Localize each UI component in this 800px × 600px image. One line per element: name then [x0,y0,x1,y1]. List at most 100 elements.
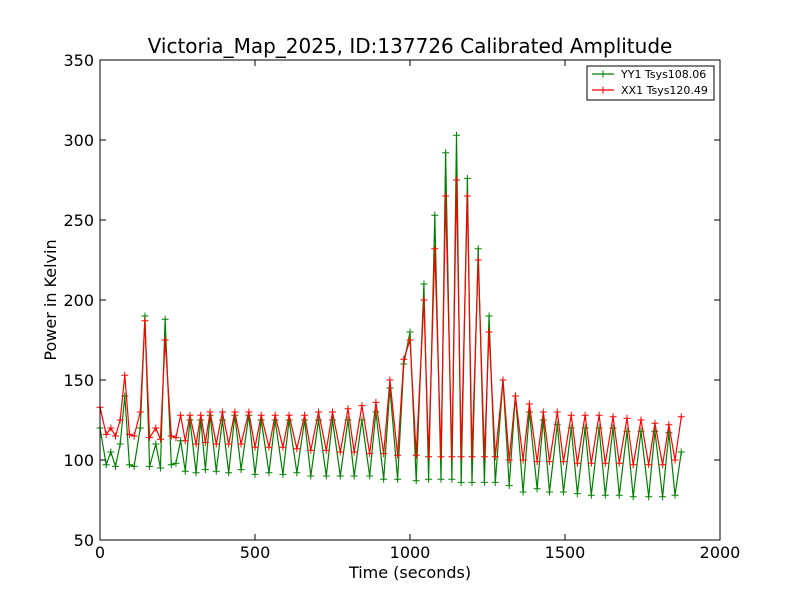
x-axis: 0 500 1000 1500 2000 [95,60,740,562]
data-point [485,312,493,320]
data-point [116,416,124,424]
data-point [442,192,450,200]
data-point [181,437,189,445]
data-point [350,448,358,456]
data-point [420,280,428,288]
data-point [212,440,220,448]
data-point [651,419,659,427]
data-point [177,411,185,419]
data-point [659,493,667,501]
data-point [172,434,180,442]
data-point [380,475,388,483]
data-point [350,472,358,480]
data-point [406,328,414,336]
data-point [315,408,323,416]
data-point [505,456,513,464]
data-point [431,211,439,219]
data-point [573,490,581,498]
data-point [161,336,169,344]
data-point [107,448,115,456]
data-point [102,461,110,469]
data-point [491,478,499,486]
data-point [437,453,445,461]
data-point [172,459,180,467]
data-point [595,411,603,419]
data-point [130,462,138,470]
data-point [499,376,507,384]
data-point [237,466,245,474]
data-point [112,462,119,470]
data-point [130,432,138,440]
data-point [293,445,301,453]
data-point [279,443,287,451]
data-point [615,491,623,499]
data-point [322,472,330,480]
data-point [121,371,129,379]
data-point [671,456,679,464]
data-point [567,411,575,419]
data-point [437,475,445,483]
data-point [491,453,499,461]
data-point [400,355,408,363]
data-point [420,296,428,304]
x-tick-label: 2000 [700,543,741,562]
data-point [665,421,673,429]
data-point [206,408,214,416]
data-point [307,472,315,480]
plot-series [96,131,685,501]
legend-swatch-marker [599,86,607,94]
chart-title: Victoria_Map_2025, ID:137726 Calibrated … [148,34,673,58]
data-point [505,482,513,490]
data-point [116,440,124,448]
data-point [394,475,402,483]
data-point [394,451,402,459]
data-point [329,408,336,416]
data-point [609,413,617,421]
data-point [125,461,133,469]
data-point [645,493,653,501]
data-point [425,475,433,483]
data-point [480,453,488,461]
data-point [279,470,287,478]
data-point [161,315,169,323]
data-point [285,411,293,419]
data-point [245,408,253,416]
data-point [141,317,149,325]
data-point [125,430,133,438]
x-tick-label: 500 [240,543,271,562]
data-point [474,256,482,264]
data-point [136,424,144,432]
data-point [615,459,623,467]
data-point [468,478,476,486]
data-point [372,398,380,406]
data-point [463,174,471,182]
data-point [231,408,239,416]
y-tick-label: 300 [63,131,94,150]
data-point [480,478,488,486]
series-line-1 [99,135,682,497]
data-point [212,467,220,475]
data-point [146,462,154,470]
data-point [453,131,460,139]
data-point [197,411,205,419]
data-point [152,424,160,432]
data-point [553,408,561,416]
data-point [546,488,553,496]
data-point [251,443,259,451]
data-point [587,459,595,467]
data-point [181,467,189,475]
data-point [271,411,279,419]
data-point [453,176,460,184]
legend-label: XX1 Tsys120.49 [621,84,708,97]
data-point [623,414,631,422]
data-point [218,416,226,424]
data-point [442,149,450,157]
data-point [474,245,482,253]
data-point [677,413,685,421]
data-point [671,491,679,499]
data-point [601,459,609,467]
data-point [546,458,553,466]
x-axis-label: Time (seconds) [348,563,471,582]
data-point [448,453,456,461]
